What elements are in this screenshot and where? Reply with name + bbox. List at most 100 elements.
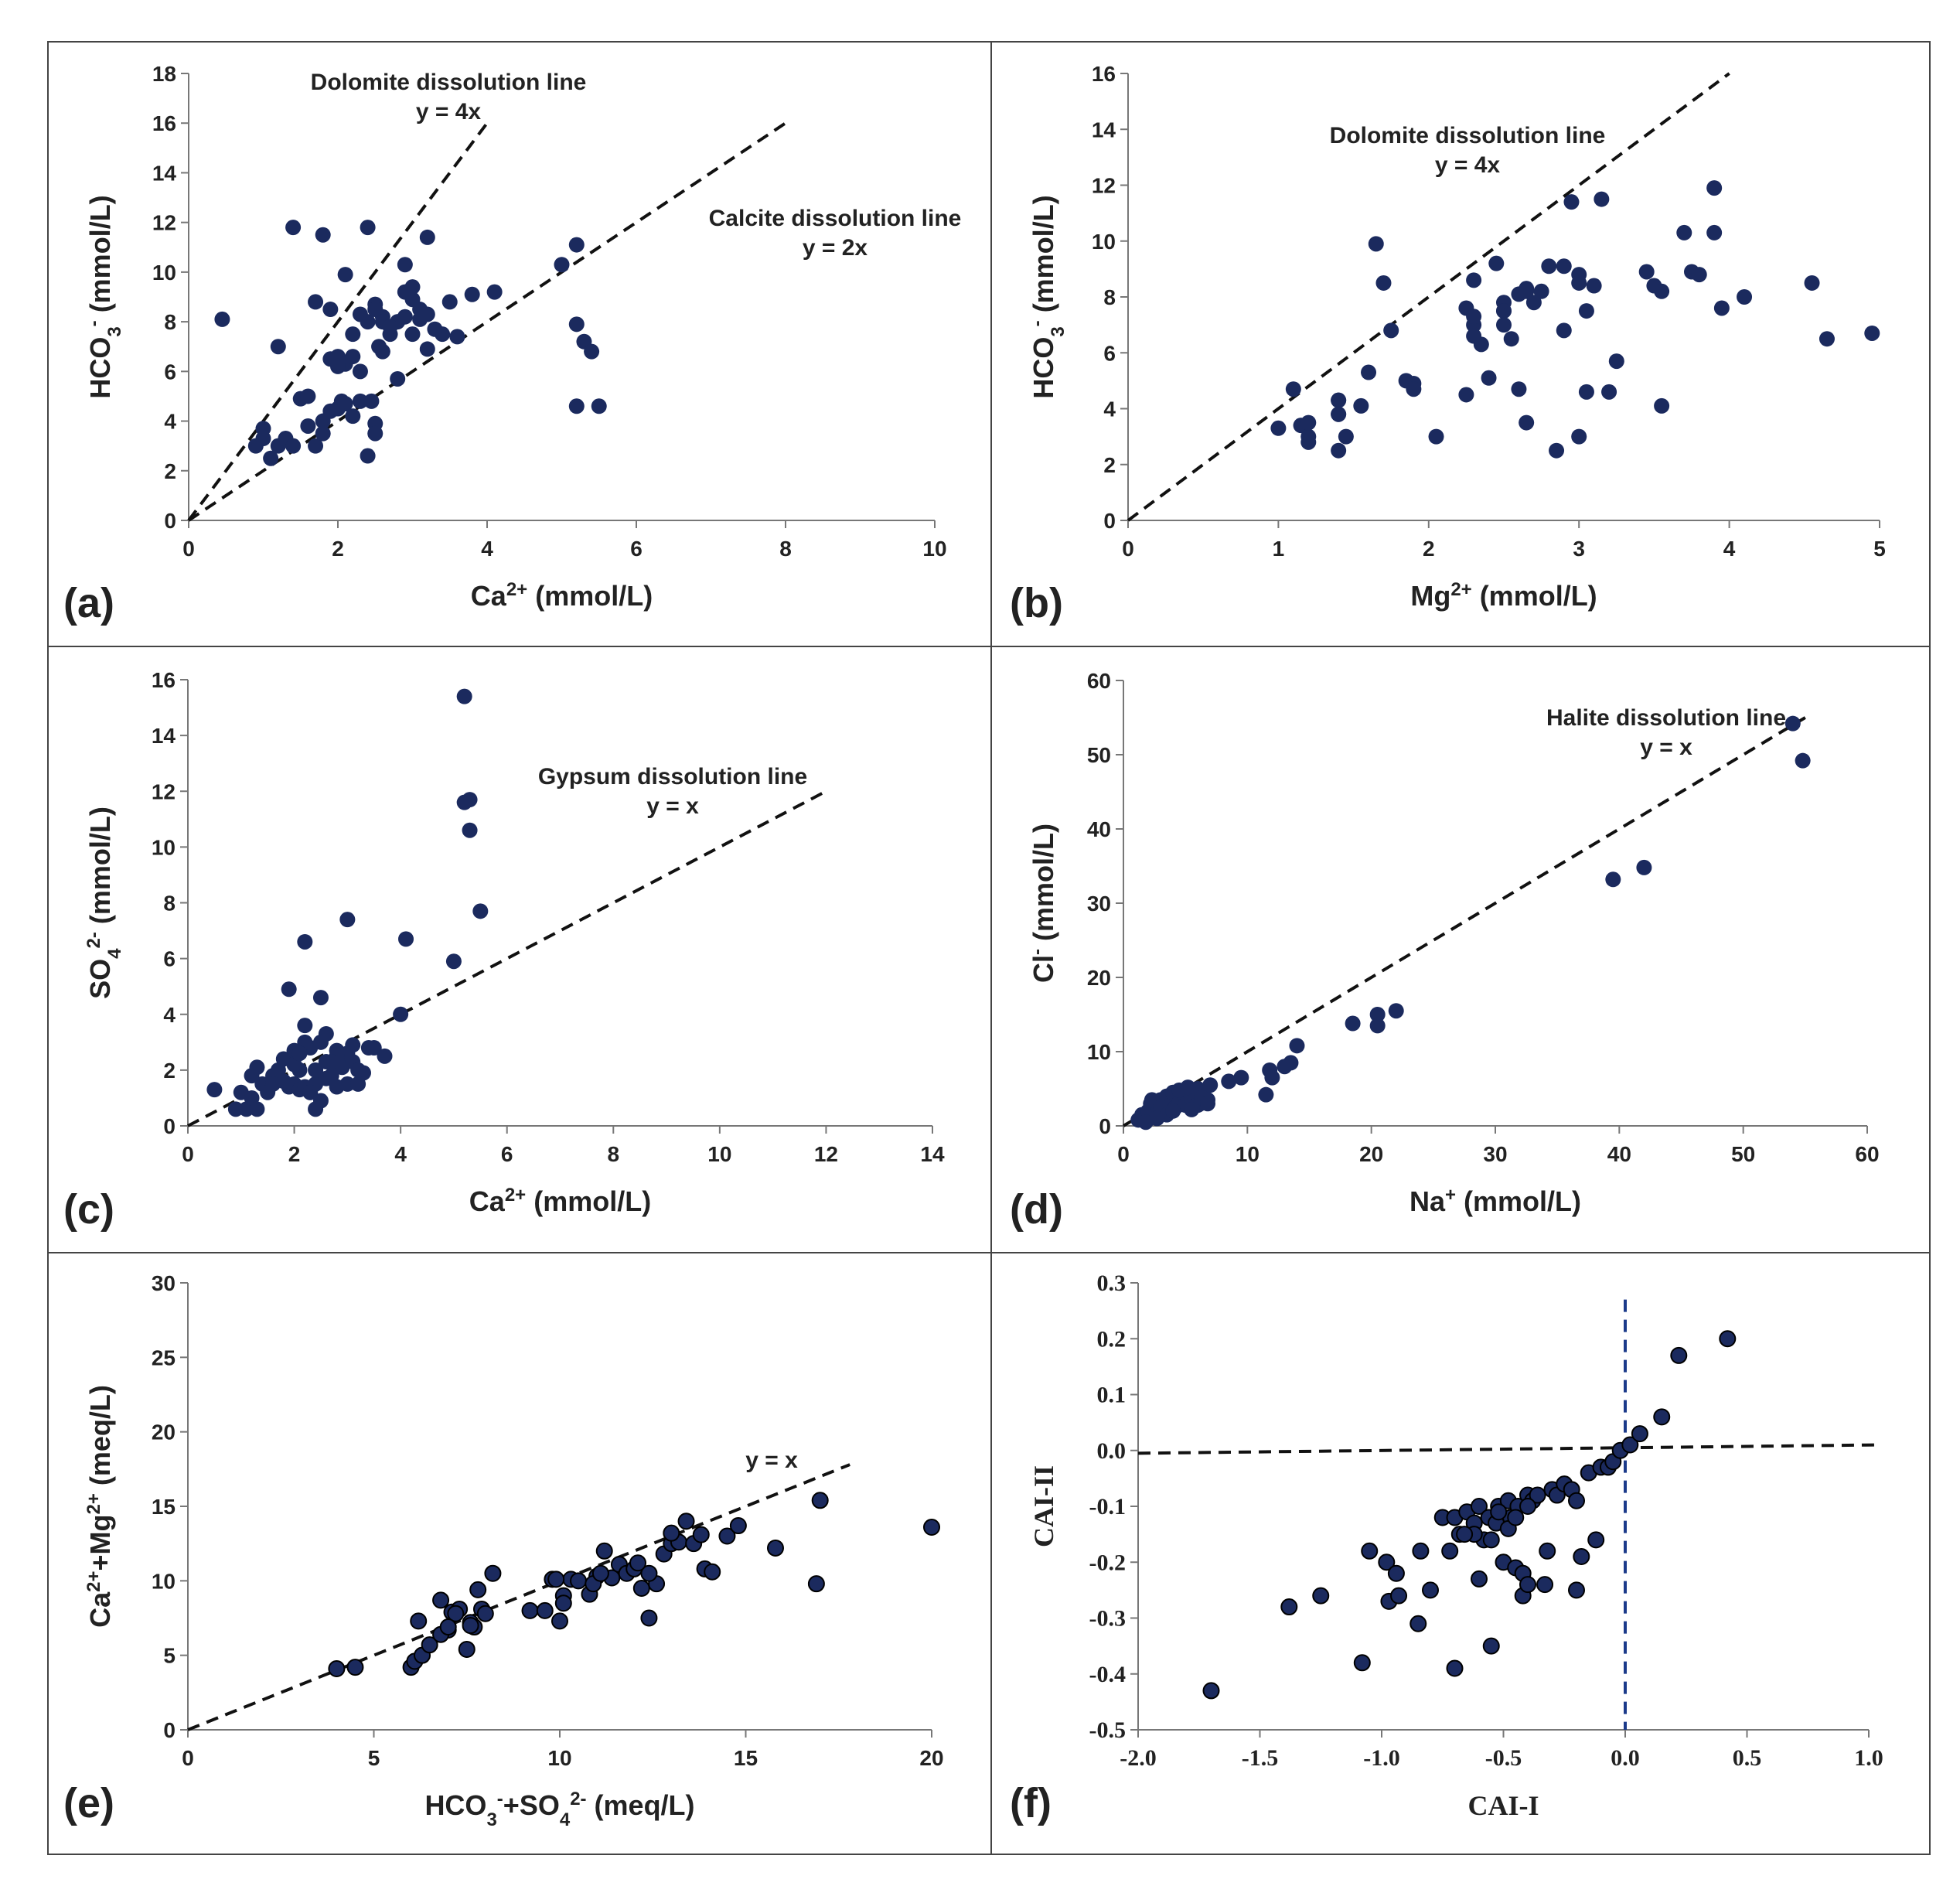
- annotation-text: y = x: [1640, 735, 1692, 760]
- data-point: [632, 1579, 650, 1597]
- data-point: [345, 326, 361, 343]
- x-tick-label: 0: [182, 537, 195, 561]
- y-tick-label: 18: [152, 62, 176, 86]
- data-point: [1541, 258, 1557, 275]
- y-tick-label: 6: [163, 947, 176, 971]
- x-tick-label: 15: [734, 1746, 758, 1770]
- data-point: [1594, 191, 1610, 207]
- data-point: [441, 294, 458, 310]
- data-point: [1691, 267, 1707, 283]
- y-tick-label: 30: [152, 1271, 176, 1295]
- data-point: [1388, 1003, 1404, 1019]
- data-point: [584, 343, 600, 360]
- data-point: [1556, 322, 1572, 339]
- panel-a: 0 2 4 6 8 10 12 14 16 18 0 2 4 6 8 10 Ca2+ (mmol/L) HCO3-…: [47, 41, 992, 647]
- data-point: [1519, 1576, 1536, 1594]
- data-point: [1200, 1096, 1216, 1112]
- data-point: [1466, 309, 1482, 325]
- x-tick-label: 4: [1723, 537, 1736, 561]
- x-tick-label: 12: [814, 1142, 838, 1166]
- data-point: [1383, 322, 1399, 339]
- data-point: [923, 1518, 940, 1536]
- x-tick-label: 6: [501, 1142, 513, 1166]
- data-point: [1412, 1542, 1430, 1560]
- y-axis-label: HCO3- (mmol/L): [84, 195, 125, 398]
- data-point: [270, 339, 286, 355]
- data-point: [291, 1045, 308, 1062]
- data-point: [1481, 370, 1497, 386]
- data-point: [1283, 1055, 1299, 1071]
- data-point: [640, 1564, 658, 1582]
- data-point: [419, 341, 435, 357]
- data-point: [1369, 1007, 1386, 1022]
- y-tick-label: 10: [1092, 230, 1116, 254]
- data-point: [1653, 1408, 1671, 1426]
- data-point: [1676, 224, 1692, 240]
- reference-line: [187, 1463, 850, 1731]
- data-point: [345, 349, 361, 365]
- data-point: [352, 363, 368, 380]
- y-tick-label: 10: [152, 261, 176, 285]
- data-point: [663, 1524, 680, 1542]
- data-point: [1519, 1498, 1536, 1515]
- data-point: [281, 981, 297, 998]
- y-tick-label: 20: [152, 1420, 176, 1444]
- data-point: [1441, 1542, 1459, 1560]
- y-tick-label: 8: [164, 310, 176, 334]
- data-point: [1496, 317, 1512, 333]
- y-tick-label: -0.4: [1089, 1662, 1127, 1687]
- panel-label: (a): [63, 580, 114, 626]
- data-point: [1539, 1542, 1556, 1560]
- data-point: [323, 1054, 339, 1070]
- data-point: [1471, 1498, 1488, 1515]
- data-point: [308, 438, 324, 454]
- data-point: [214, 311, 230, 327]
- x-tick-label: 0: [1117, 1142, 1130, 1166]
- data-point: [1605, 871, 1621, 888]
- y-tick-label: 2: [1103, 453, 1116, 477]
- data-point: [308, 1101, 324, 1117]
- data-point: [1331, 442, 1347, 459]
- y-tick-label: 12: [152, 779, 176, 803]
- x-tick-label: 4: [481, 537, 493, 561]
- data-point: [591, 1564, 609, 1582]
- data-point: [1706, 224, 1723, 240]
- data-point: [458, 1640, 476, 1658]
- data-point: [1533, 283, 1549, 299]
- reference-line: [187, 121, 787, 522]
- data-point: [1180, 1079, 1196, 1096]
- data-point: [312, 990, 329, 1006]
- data-point: [1353, 397, 1369, 414]
- x-axis-label: HCO3-+SO42- (meq/L): [424, 1789, 694, 1830]
- data-point: [1587, 1531, 1605, 1549]
- data-point: [393, 1006, 409, 1022]
- data-point: [1331, 392, 1347, 408]
- y-tick-label: 4: [163, 1003, 176, 1027]
- data-point: [1345, 1015, 1361, 1032]
- data-point: [1289, 1038, 1305, 1054]
- panel-frame: [990, 1252, 1931, 1855]
- data-point: [1369, 1018, 1386, 1034]
- y-axis-label: SO42- (mmol/L): [84, 807, 125, 999]
- annotation-text: y = 4x: [1435, 152, 1501, 178]
- data-point: [397, 309, 413, 325]
- data-point: [363, 393, 380, 409]
- data-point: [1488, 255, 1505, 271]
- data-point: [350, 1062, 366, 1078]
- data-point: [1378, 1553, 1396, 1571]
- y-tick-label: 0.1: [1097, 1383, 1127, 1408]
- data-point: [568, 316, 585, 333]
- data-point: [330, 358, 346, 374]
- data-point: [1280, 1598, 1298, 1616]
- data-point: [445, 953, 462, 970]
- data-point: [337, 267, 353, 283]
- data-point: [1571, 275, 1587, 291]
- y-tick-label: 0: [164, 509, 176, 533]
- data-point: [1361, 364, 1377, 380]
- y-tick-label: -0.5: [1089, 1717, 1127, 1743]
- data-point: [551, 1612, 568, 1630]
- data-point: [462, 822, 478, 838]
- y-tick-label: 30: [1087, 892, 1111, 916]
- y-tick-label: 40: [1087, 817, 1111, 841]
